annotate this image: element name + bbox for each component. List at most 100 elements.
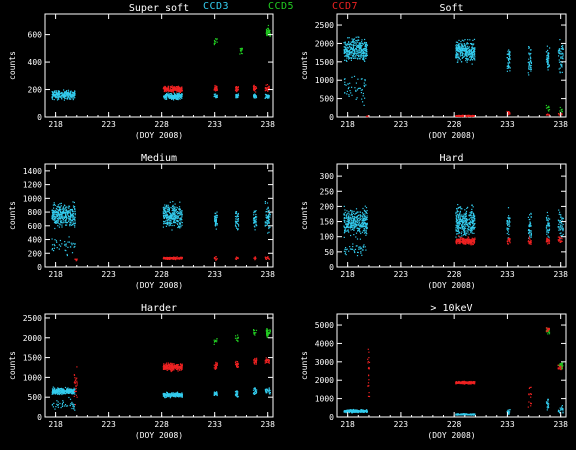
data-point xyxy=(235,218,237,220)
data-point xyxy=(171,94,173,96)
data-point xyxy=(174,214,176,216)
data-point xyxy=(462,54,464,57)
data-point xyxy=(455,115,457,117)
data-point xyxy=(75,390,77,392)
data-point xyxy=(469,222,471,224)
data-point xyxy=(180,395,182,397)
y-tick-label: 1000 xyxy=(315,76,334,85)
data-point xyxy=(355,53,357,55)
data-point xyxy=(465,221,467,223)
data-point xyxy=(169,224,171,226)
data-point xyxy=(507,217,509,219)
data-point xyxy=(359,42,361,44)
x-tick-label: 233 xyxy=(500,120,515,129)
data-point xyxy=(471,216,473,218)
data-point xyxy=(362,207,364,210)
data-point xyxy=(458,51,460,53)
data-point xyxy=(167,257,169,259)
data-point xyxy=(344,55,346,57)
data-point xyxy=(356,54,358,56)
data-point xyxy=(163,256,165,259)
data-point xyxy=(459,214,461,216)
data-point xyxy=(352,57,354,59)
data-point xyxy=(169,220,171,222)
data-point xyxy=(561,111,563,113)
data-point xyxy=(530,230,532,232)
data-point xyxy=(71,211,73,213)
data-point xyxy=(170,213,172,215)
data-point xyxy=(466,51,468,53)
data-point xyxy=(365,222,367,225)
data-point xyxy=(238,225,240,227)
data-point xyxy=(352,228,354,230)
data-point xyxy=(178,394,180,396)
data-point xyxy=(167,214,169,217)
data-point xyxy=(60,205,62,207)
data-point xyxy=(353,44,355,46)
data-point xyxy=(54,239,56,241)
data-point xyxy=(58,214,60,216)
data-point xyxy=(456,54,458,56)
data-point xyxy=(356,225,358,227)
data-point xyxy=(57,93,59,95)
data-point xyxy=(363,54,365,56)
data-point xyxy=(58,216,60,219)
data-point xyxy=(472,59,474,61)
data-point xyxy=(464,45,466,47)
data-point xyxy=(558,240,560,242)
data-point xyxy=(162,366,164,368)
data-point xyxy=(462,48,465,50)
data-point xyxy=(509,52,511,54)
data-point xyxy=(57,98,59,100)
data-point xyxy=(213,215,216,217)
data-point xyxy=(54,220,56,222)
data-point xyxy=(173,220,175,222)
data-point xyxy=(59,239,61,242)
data-point xyxy=(51,238,53,240)
x-tick-label: 233 xyxy=(500,270,515,279)
data-point xyxy=(173,211,175,213)
data-point xyxy=(71,214,73,216)
data-point xyxy=(68,389,70,391)
data-point xyxy=(508,217,510,219)
data-point xyxy=(213,95,215,98)
data-point xyxy=(461,57,463,59)
data-point xyxy=(365,84,367,86)
data-point xyxy=(213,39,216,42)
data-point xyxy=(172,217,174,219)
data-point xyxy=(465,240,467,242)
data-point xyxy=(166,93,168,95)
data-point xyxy=(350,226,352,228)
data-point xyxy=(176,98,178,100)
data-point xyxy=(254,256,256,258)
data-point xyxy=(177,96,179,99)
data-point xyxy=(178,206,181,208)
data-point xyxy=(177,215,179,217)
data-point xyxy=(470,242,472,244)
data-point xyxy=(65,93,67,95)
data-point xyxy=(70,96,72,98)
data-point xyxy=(54,204,56,206)
y-tick-label: 100 xyxy=(320,233,335,242)
data-point xyxy=(53,222,56,224)
data-point xyxy=(180,97,182,99)
data-point xyxy=(347,219,349,221)
data-point xyxy=(173,224,175,227)
data-point xyxy=(163,222,165,224)
data-point xyxy=(548,225,551,227)
data-point xyxy=(167,221,169,223)
data-point xyxy=(347,43,349,45)
data-point xyxy=(459,210,461,212)
data-point xyxy=(547,63,549,66)
data-point xyxy=(558,209,560,211)
data-point xyxy=(73,407,75,409)
data-point xyxy=(465,222,467,224)
data-point xyxy=(559,39,561,41)
data-point xyxy=(559,229,561,231)
data-point xyxy=(180,95,182,98)
data-point xyxy=(65,214,67,216)
data-point xyxy=(53,211,55,213)
data-point xyxy=(62,212,64,214)
data-point xyxy=(365,54,367,56)
